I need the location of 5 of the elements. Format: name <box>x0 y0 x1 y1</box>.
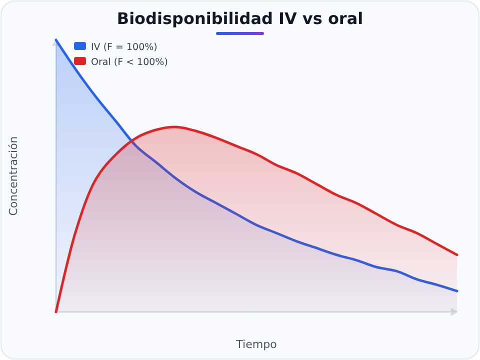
legend-label: IV (F = 100%) <box>91 42 158 53</box>
y-axis-title: Concentración <box>7 136 20 216</box>
chart-title: Biodisponibilidad IV vs oral <box>116 9 364 28</box>
legend-label: Oral (F < 100%) <box>91 57 168 68</box>
x-axis-title: Tiempo <box>235 338 278 351</box>
